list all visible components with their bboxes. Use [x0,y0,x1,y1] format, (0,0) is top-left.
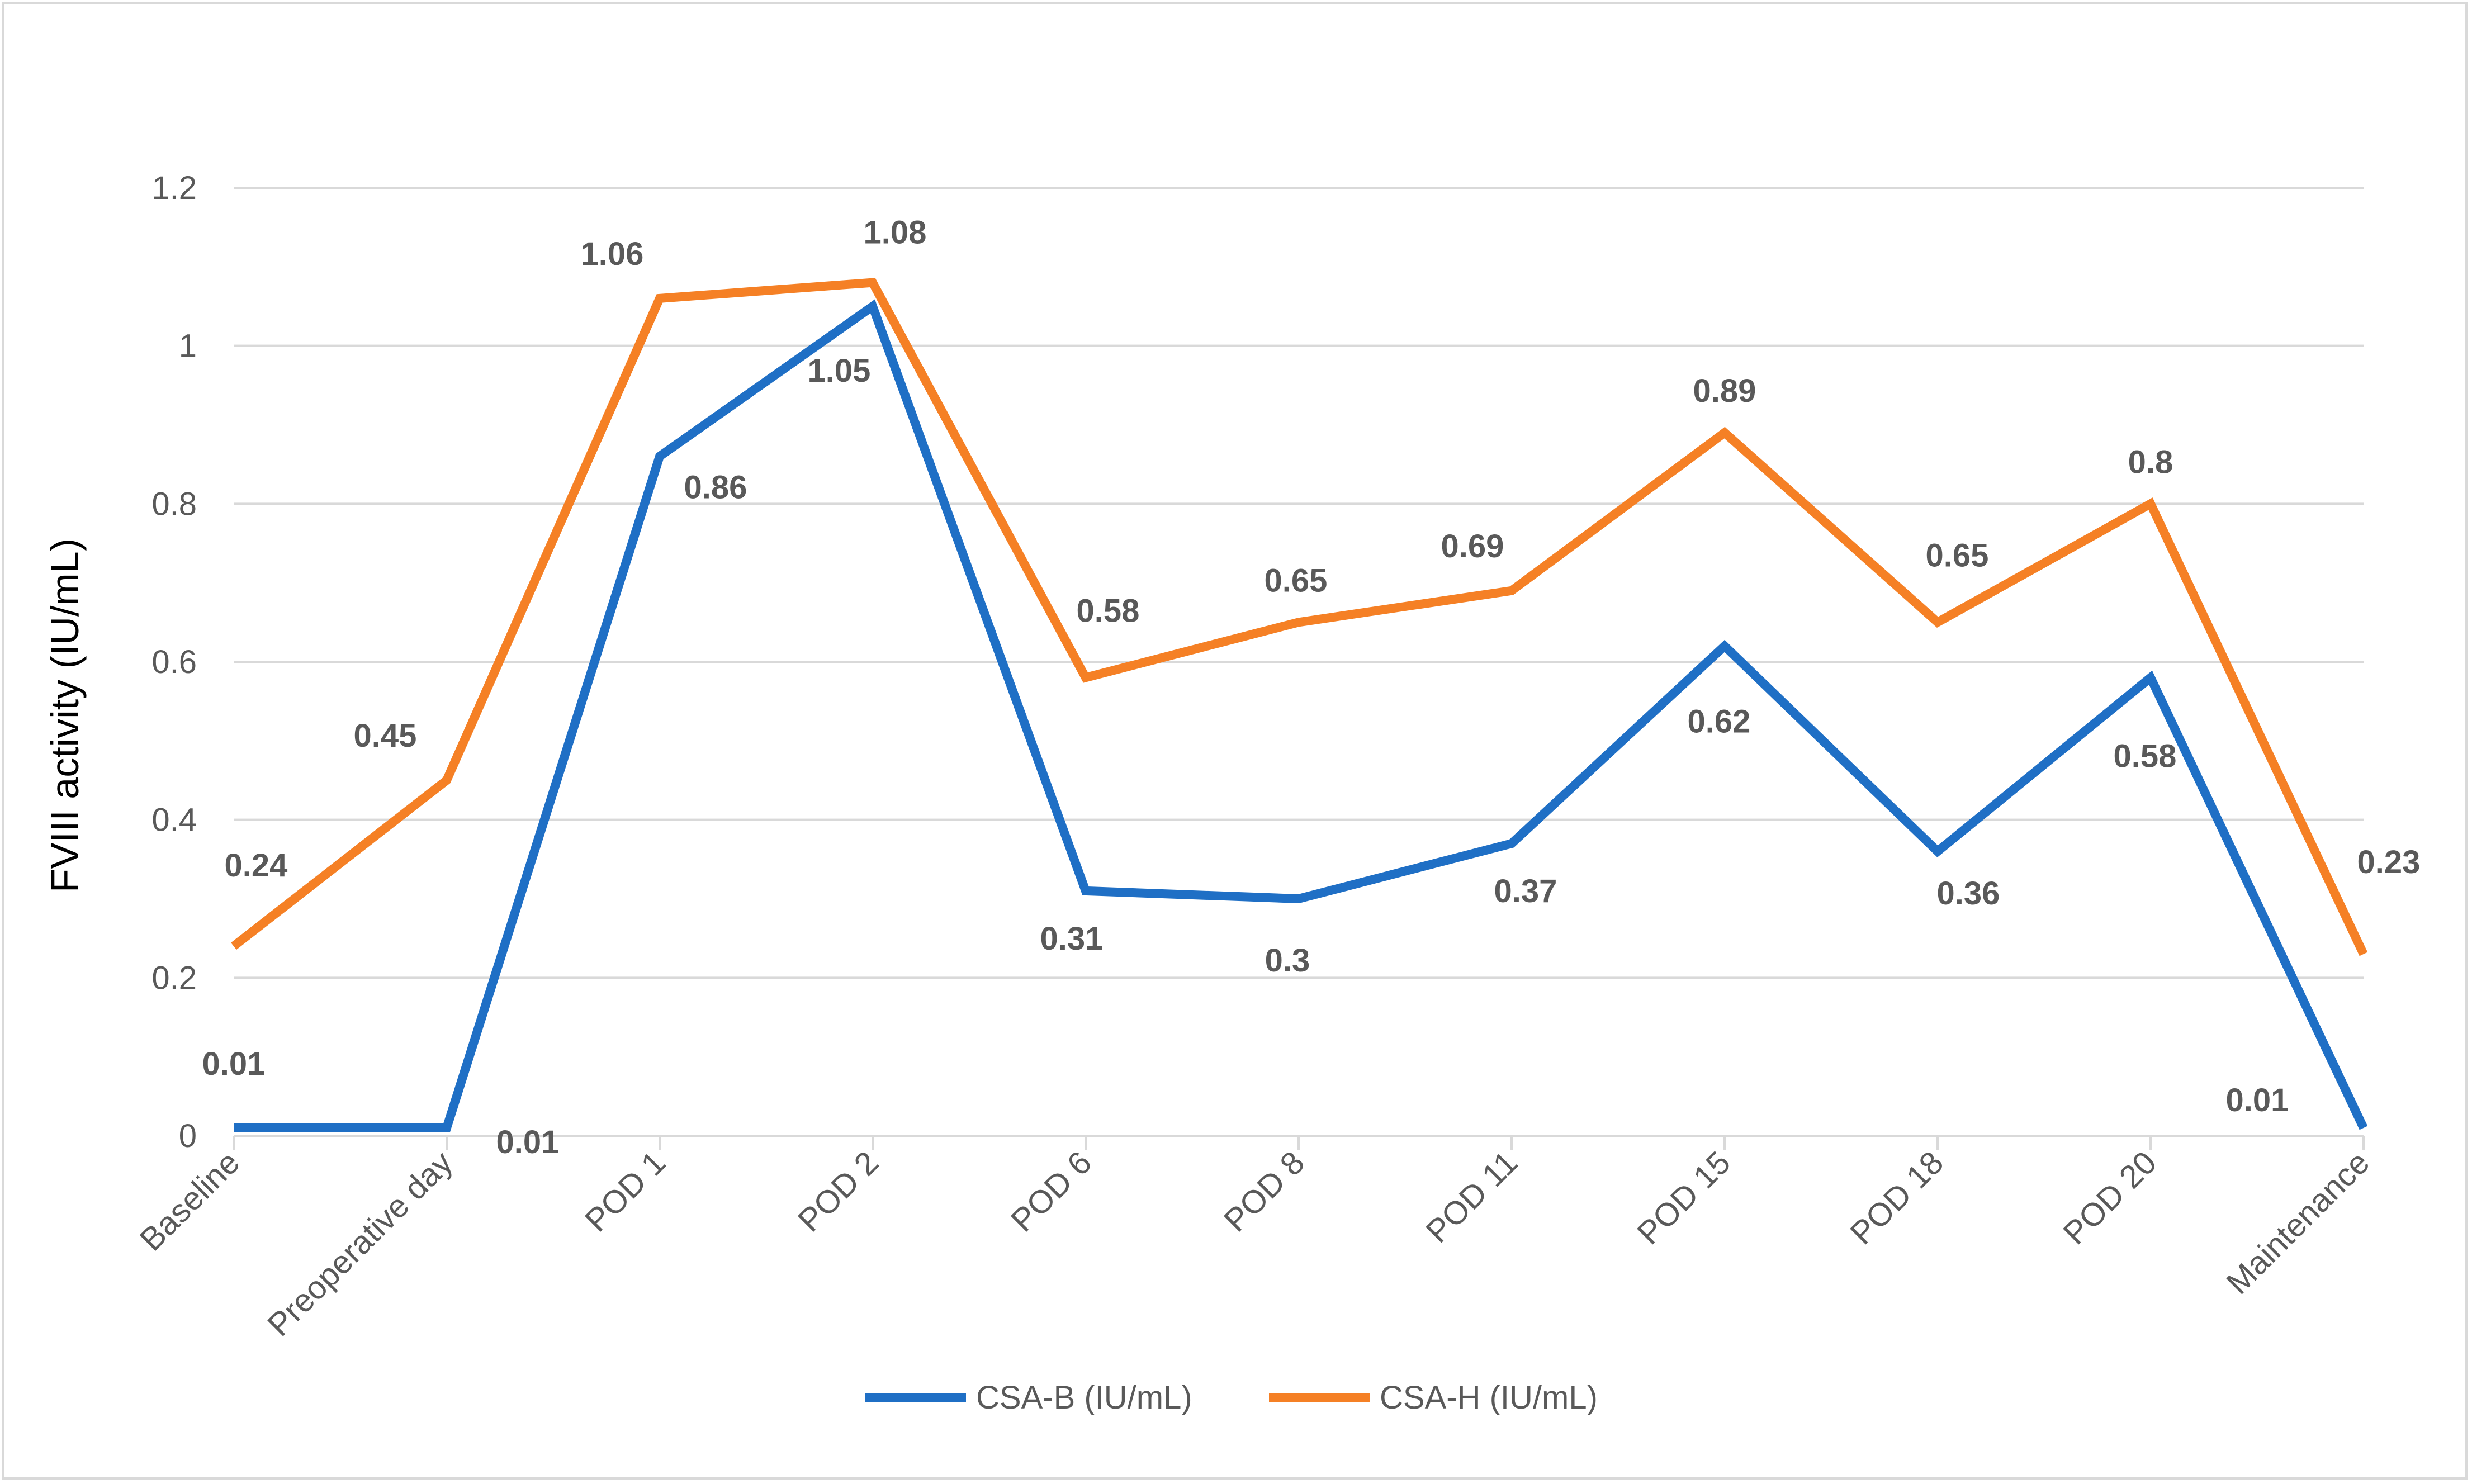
data-label-csa-b: 0.31 [1040,921,1104,957]
data-label-csa-b: 1.05 [808,353,871,389]
data-label-csa-h: 0.24 [225,847,288,884]
data-label-csa-b: 0.01 [202,1046,266,1082]
x-tick-label: POD 8 [1217,1144,1311,1239]
legend-label-csa-h: CSA-H (IU/mL) [1380,1379,1598,1416]
data-label-csa-b: 0.37 [1494,873,1557,909]
x-tick-label: POD 18 [1843,1144,1950,1251]
x-tick-label: POD 1 [578,1144,673,1239]
y-tick-label: 0.2 [151,960,197,996]
data-label-csa-h: 0.23 [2357,844,2421,880]
data-label-csa-h: 1.06 [581,236,644,272]
data-label-csa-h: 0.58 [1077,592,1140,629]
data-label-csa-h: 0.45 [354,718,417,754]
data-label-csa-b: 0.3 [1265,942,1310,979]
x-tick-label: POD 6 [1004,1144,1098,1239]
data-label-csa-h: 0.65 [1926,537,1989,573]
x-tick-label: Preoperative day [261,1144,460,1343]
data-label-csa-b: 0.86 [684,470,747,506]
data-labels: 0.01 0.01 0.86 1.05 0.31 0.3 0.37 0.62 0.36 0.58 0… [202,215,2421,1160]
x-tick-label: POD 15 [1630,1144,1737,1251]
x-tick-label: Maintenance [2219,1144,2376,1301]
data-label-csa-b: 0.01 [496,1124,560,1160]
y-axis-ticks: 0 0.2 0.4 0.6 0.8 1 1.2 [151,170,197,1154]
x-axis [233,1135,2365,1150]
y-tick-label: 1.2 [151,170,197,206]
data-label-csa-b: 0.58 [2114,738,2177,774]
series-line-csa-h [231,278,2368,956]
legend-label-csa-b: CSA-B (IU/mL) [976,1379,1192,1416]
x-tick-label: POD 20 [2056,1144,2163,1251]
data-label-csa-b: 0.01 [2226,1082,2289,1118]
data-label-csa-h: 0.65 [1265,562,1328,599]
y-tick-label: 0.8 [151,486,197,522]
legend: CSA-B (IU/mL) CSA-H (IU/mL) [865,1379,1598,1416]
data-label-csa-b: 0.36 [1937,875,2000,912]
x-tick-label: POD 11 [1419,1144,1524,1250]
x-tick-label: Baseline [133,1144,247,1258]
y-tick-label: 0.6 [151,644,197,680]
data-label-csa-h: 0.89 [1693,373,1756,409]
data-label-csa-b: 0.62 [1688,704,1751,740]
data-label-csa-h: 0.8 [2128,444,2173,480]
y-tick-label: 0.4 [151,802,197,838]
series-line-csa-b [234,299,2368,1132]
y-axis-title: FVIII activity (IU/mL) [43,538,87,893]
x-tick-label: POD 2 [791,1144,885,1239]
data-label-csa-h: 0.69 [1441,528,1504,565]
gridlines [234,187,2364,979]
y-tick-label: 1 [179,328,197,364]
y-tick-label: 0 [179,1118,197,1154]
series-lines [231,278,2368,1132]
x-axis-ticks: Baseline Preoperative day POD 1 POD 2 POD 6 P… [133,1144,2376,1343]
data-label-csa-h: 1.08 [864,215,927,251]
